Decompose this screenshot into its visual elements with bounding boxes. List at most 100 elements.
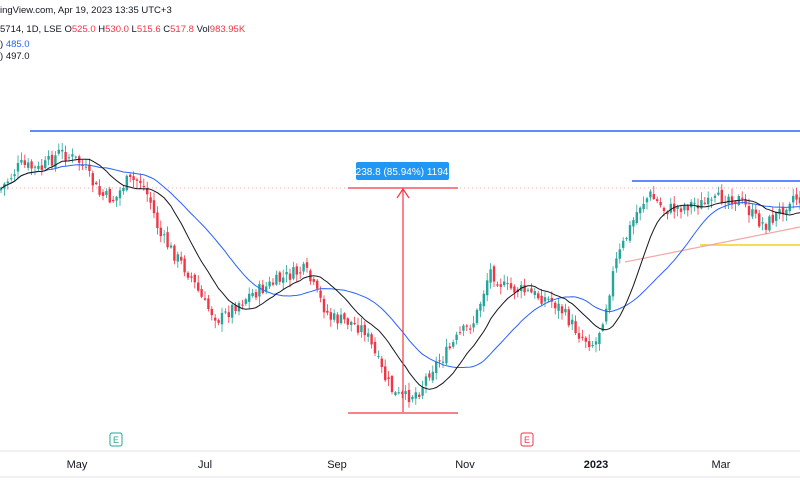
candle-body bbox=[618, 249, 621, 259]
candle-body bbox=[91, 173, 94, 186]
candle-body bbox=[220, 312, 224, 325]
candle-body bbox=[251, 293, 254, 296]
candle-body bbox=[146, 188, 149, 195]
candle-body bbox=[326, 310, 329, 313]
candle-body bbox=[615, 258, 618, 269]
candle-body bbox=[394, 392, 397, 395]
candle-body bbox=[190, 276, 193, 278]
x-label-nov: Nov bbox=[455, 459, 475, 471]
candle-body bbox=[292, 267, 295, 279]
candle-body bbox=[605, 308, 608, 322]
candle-body bbox=[526, 289, 530, 291]
candle-body bbox=[499, 284, 502, 287]
candle-body bbox=[557, 303, 560, 311]
moving-average-fast bbox=[0, 158, 800, 390]
symbol-info: 5714, 1D, LSE bbox=[0, 24, 62, 35]
close-value: 517.8 bbox=[170, 24, 194, 35]
candle-body bbox=[547, 298, 550, 300]
candle-body bbox=[639, 207, 642, 214]
candle-body bbox=[792, 195, 795, 203]
candle-body bbox=[567, 309, 570, 326]
candle-body bbox=[248, 293, 251, 302]
low-label: L bbox=[131, 24, 137, 35]
candle-body bbox=[418, 394, 421, 397]
candle-body bbox=[129, 174, 132, 177]
candle-body bbox=[30, 161, 33, 169]
candle-body bbox=[581, 336, 584, 338]
header-source-text: ingView.com, Apr 19, 2023 13:35 UTC+3 bbox=[0, 5, 172, 16]
candle-body bbox=[268, 281, 271, 287]
candle-body bbox=[186, 272, 190, 278]
candle-body bbox=[142, 185, 145, 187]
candle-body bbox=[135, 179, 139, 181]
candle-body bbox=[411, 396, 414, 400]
candle-body bbox=[435, 361, 438, 373]
price-range-measure bbox=[348, 187, 458, 414]
candle-body bbox=[635, 212, 638, 223]
candle-body bbox=[271, 282, 275, 285]
candle-body bbox=[441, 361, 445, 363]
candle-body bbox=[37, 165, 40, 169]
candle-body bbox=[377, 355, 380, 357]
candle-body bbox=[197, 282, 200, 291]
candle-body bbox=[367, 333, 370, 337]
candle-body bbox=[577, 333, 581, 339]
candle-body bbox=[363, 324, 366, 336]
candle-body bbox=[316, 280, 319, 289]
candle-body bbox=[530, 288, 533, 293]
candle-body bbox=[13, 174, 16, 177]
candle-body bbox=[217, 320, 220, 323]
candle-body bbox=[373, 341, 377, 354]
open-label: O bbox=[64, 24, 72, 35]
candle-body bbox=[84, 166, 88, 168]
candle-body bbox=[496, 284, 499, 286]
candle-body bbox=[384, 366, 387, 381]
candle-body bbox=[560, 306, 564, 314]
candle-body bbox=[693, 202, 696, 204]
candle-body bbox=[703, 202, 706, 204]
candle-body bbox=[754, 209, 757, 214]
candle-body bbox=[343, 313, 346, 320]
candle-body bbox=[115, 196, 118, 201]
candle-body bbox=[591, 345, 594, 347]
candle-body bbox=[741, 197, 744, 199]
measure-label-box: 238.8 (85.94%) 1194 bbox=[356, 162, 449, 180]
candle-body bbox=[27, 162, 30, 168]
candle-body bbox=[353, 323, 356, 324]
x-label-mar: Mar bbox=[712, 459, 731, 471]
earnings-marker-2[interactable]: E bbox=[520, 432, 534, 447]
candle-body bbox=[265, 286, 268, 291]
candle-body bbox=[798, 197, 800, 204]
volume-label: Vol bbox=[196, 24, 210, 35]
candle-body bbox=[16, 163, 20, 172]
candle-body bbox=[312, 279, 315, 282]
candle-body bbox=[632, 220, 635, 227]
candle-body bbox=[380, 358, 383, 367]
candle-body bbox=[108, 188, 111, 203]
candle-body bbox=[169, 245, 173, 248]
header-line-2: 5714, 1D, LSE O525.0 H530.0 L515.6 C517.… bbox=[0, 24, 245, 35]
candle-body bbox=[200, 289, 203, 297]
high-label: H bbox=[98, 24, 106, 35]
candle-body bbox=[275, 274, 278, 285]
moving-average-slow bbox=[0, 164, 800, 368]
candle-body bbox=[163, 234, 166, 236]
earnings-marker-1[interactable]: E bbox=[109, 432, 123, 447]
candle-body bbox=[0, 188, 3, 191]
candle-body bbox=[669, 203, 672, 213]
candle-body bbox=[98, 186, 101, 195]
candle-body bbox=[40, 165, 43, 170]
candle-body bbox=[781, 206, 785, 215]
candle-body bbox=[81, 165, 84, 166]
candle-body bbox=[747, 206, 751, 216]
candle-body bbox=[717, 192, 720, 195]
candle-body bbox=[445, 346, 448, 364]
candle-body bbox=[125, 175, 128, 191]
candle-body bbox=[506, 283, 509, 284]
candle-body bbox=[278, 272, 281, 282]
candle-body bbox=[64, 152, 67, 161]
candle-body bbox=[771, 214, 774, 223]
x-label-2023: 2023 bbox=[584, 459, 608, 471]
candle-body bbox=[608, 295, 611, 311]
